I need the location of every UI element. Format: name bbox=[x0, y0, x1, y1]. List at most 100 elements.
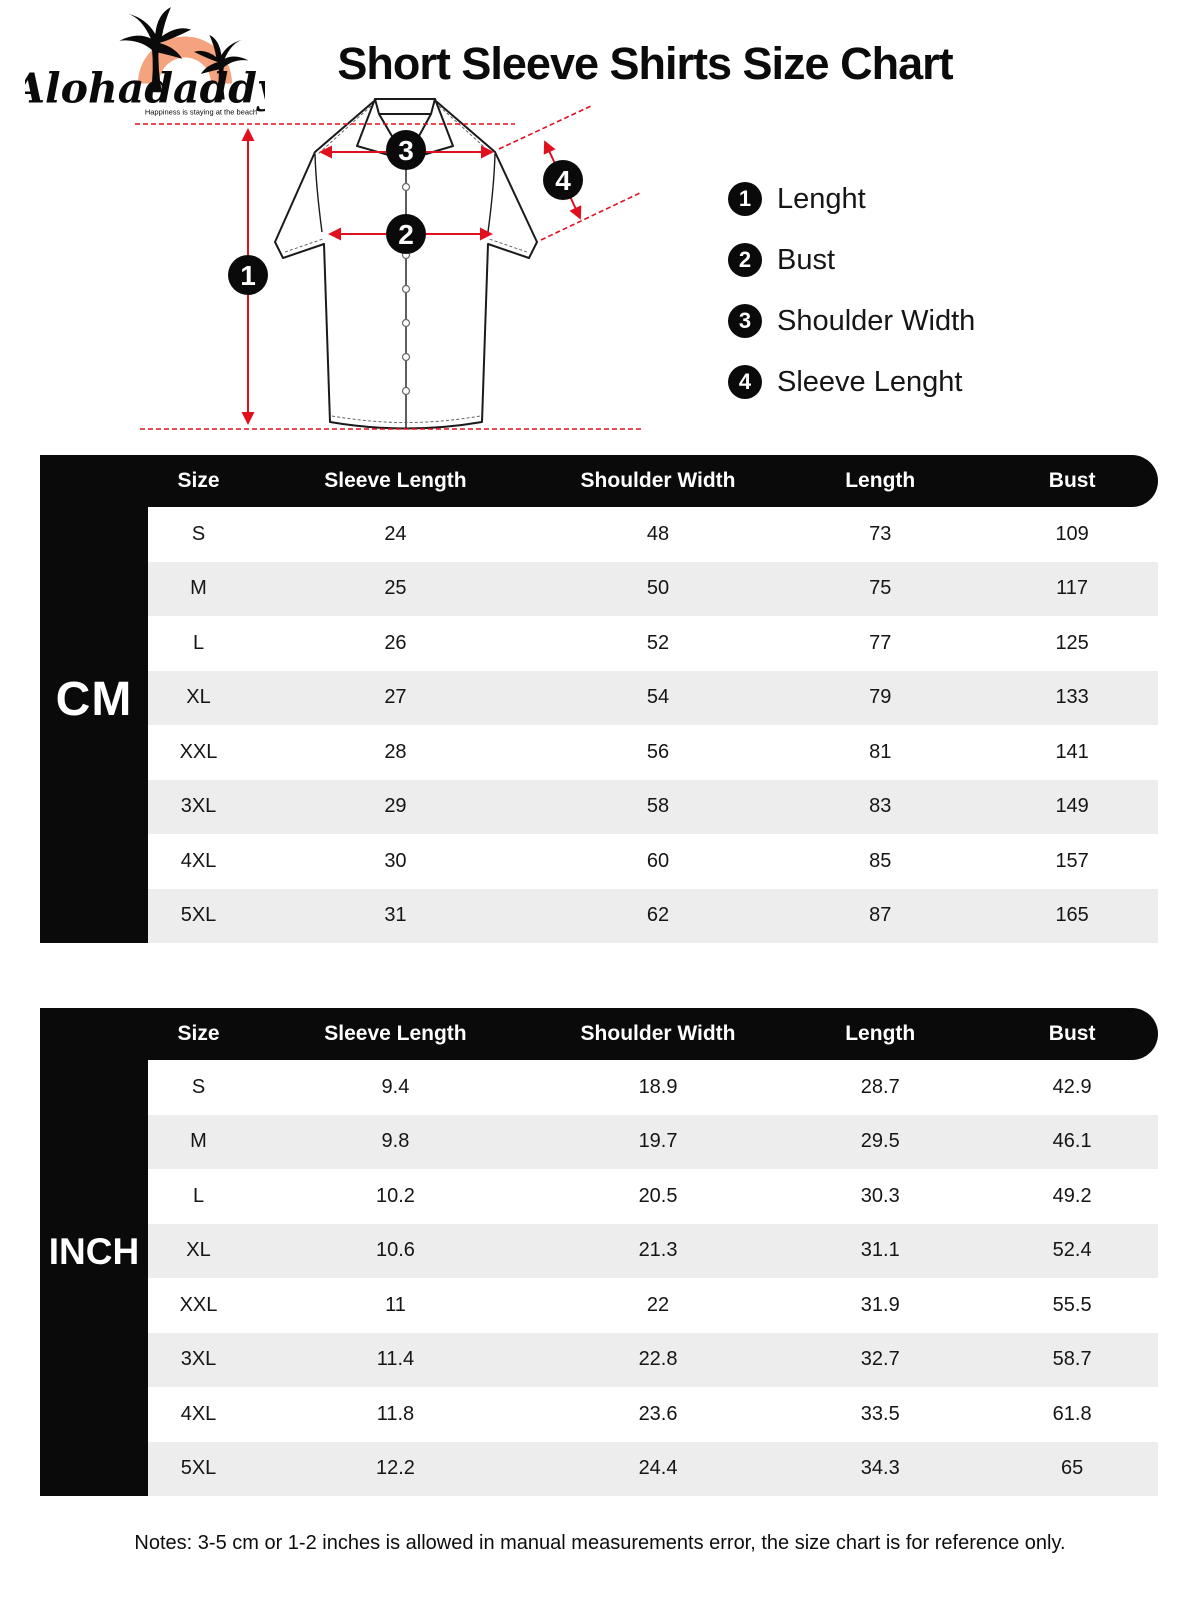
legend-number-icon: 3 bbox=[728, 304, 762, 338]
column-header-sleeve-length: Sleeve Length bbox=[324, 1022, 467, 1045]
column-header-bust: Bust bbox=[1048, 469, 1096, 492]
measurement-markers: 1 2 3 4 bbox=[228, 130, 583, 295]
table-cell: 9.8 bbox=[381, 1130, 410, 1153]
legend-label: Bust bbox=[777, 243, 836, 276]
inch-size-table: INCH Size Sleeve Length Shoulder Width L… bbox=[40, 1008, 1158, 1496]
table-cell: 25 bbox=[384, 577, 407, 600]
table-cell: 117 bbox=[1056, 577, 1089, 600]
cm-unit-label: CM bbox=[40, 455, 148, 943]
table-cell: 34.3 bbox=[860, 1457, 900, 1480]
legend-item-bust: 2 Bust bbox=[728, 243, 975, 277]
table-cell: 31 bbox=[384, 904, 407, 927]
table-cell: 26 bbox=[384, 631, 407, 654]
table-cell: 23.6 bbox=[638, 1402, 678, 1425]
table-cell: 49.2 bbox=[1052, 1184, 1092, 1207]
table-cell: 31.1 bbox=[860, 1239, 900, 1262]
table-cell: 81 bbox=[869, 740, 892, 763]
table-row: 4XL 11.8 23.6 33.5 61.8 bbox=[148, 1387, 1158, 1442]
legend-number-icon: 4 bbox=[728, 365, 762, 399]
table-row: XL 10.6 21.3 31.1 52.4 bbox=[148, 1223, 1158, 1278]
table-cell: 30.3 bbox=[860, 1184, 900, 1207]
table-cell: 52 bbox=[646, 631, 670, 654]
table-cell: 62 bbox=[646, 904, 670, 927]
table-cell: 3XL bbox=[180, 1348, 217, 1371]
marker-4: 4 bbox=[555, 165, 571, 196]
table-row: S 24 48 73 109 bbox=[148, 507, 1158, 562]
inch-unit-label: INCH bbox=[40, 1008, 148, 1496]
notes-text: Notes: 3-5 cm or 1-2 inches is allowed i… bbox=[134, 1532, 1066, 1554]
cm-table-body: S 24 48 73 109 M 25 50 75 117 L 26 52 77 125 XL 27 54 79 13… bbox=[148, 507, 1158, 943]
table-cell: 42.9 bbox=[1052, 1075, 1092, 1098]
table-cell: 141 bbox=[1055, 740, 1089, 763]
palm-tree-icon bbox=[194, 34, 249, 100]
table-cell: 60 bbox=[646, 849, 670, 872]
column-header-size: Size bbox=[177, 469, 220, 492]
palm-tree-icon bbox=[119, 7, 192, 93]
marker-3: 3 bbox=[398, 135, 414, 166]
cm-table-header: Size Sleeve Length Shoulder Width Length… bbox=[148, 455, 1158, 507]
table-cell: 83 bbox=[869, 795, 892, 818]
table-cell: 54 bbox=[646, 686, 670, 709]
table-row: S 9.4 18.9 28.7 42.9 bbox=[148, 1060, 1158, 1115]
table-cell: 11 bbox=[385, 1293, 406, 1316]
table-row: 5XL 31 62 87 165 bbox=[148, 888, 1158, 943]
table-cell: 21.3 bbox=[638, 1239, 678, 1262]
table-row: L 10.2 20.5 30.3 49.2 bbox=[148, 1169, 1158, 1224]
inch-table-header: Size Sleeve Length Shoulder Width Length… bbox=[148, 1008, 1158, 1060]
column-header-length: Length bbox=[845, 1022, 916, 1045]
column-header-sleeve-length: Sleeve Length bbox=[324, 469, 467, 492]
table-cell: 10.6 bbox=[375, 1239, 415, 1262]
table-cell: 11.4 bbox=[376, 1348, 415, 1371]
table-cell: 73 bbox=[869, 522, 892, 545]
table-cell: 52.4 bbox=[1052, 1239, 1092, 1262]
table-cell: XL bbox=[186, 686, 211, 709]
table-row: XXL 28 56 81 141 bbox=[148, 725, 1158, 780]
legend-number-icon: 2 bbox=[728, 243, 762, 277]
table-row: 4XL 30 60 85 157 bbox=[148, 834, 1158, 889]
brand-logo: Alohadaddy Happiness is staying at the b… bbox=[25, 7, 265, 117]
legend-item-sleeve-length: 4 Sleeve Lenght bbox=[728, 365, 975, 399]
brand-tagline: Happiness is staying at the beach bbox=[145, 108, 257, 117]
table-cell: 3XL bbox=[180, 795, 217, 818]
table-cell: 9.4 bbox=[381, 1075, 410, 1098]
table-row: 3XL 29 58 83 149 bbox=[148, 779, 1158, 834]
table-row: L 26 52 77 125 bbox=[148, 616, 1158, 671]
table-cell: 85 bbox=[869, 849, 892, 872]
table-cell: 19.7 bbox=[638, 1130, 678, 1153]
table-cell: 58 bbox=[646, 795, 670, 818]
table-cell: 28.7 bbox=[860, 1075, 900, 1098]
table-cell: 18.9 bbox=[638, 1075, 678, 1098]
table-cell: 24.4 bbox=[638, 1457, 678, 1480]
table-row: XL 27 54 79 133 bbox=[148, 670, 1158, 725]
table-cell: 31.9 bbox=[860, 1293, 900, 1316]
table-cell: 65 bbox=[1061, 1457, 1084, 1480]
table-cell: 10.2 bbox=[375, 1184, 415, 1207]
table-cell: 133 bbox=[1055, 686, 1089, 709]
table-cell: XXL bbox=[179, 1293, 218, 1316]
table-cell: 75 bbox=[869, 577, 892, 600]
table-cell: 61.8 bbox=[1052, 1402, 1092, 1425]
table-cell: M bbox=[190, 577, 207, 600]
table-cell: 4XL bbox=[180, 1402, 217, 1425]
table-cell: 29.5 bbox=[860, 1130, 900, 1153]
table-cell: 79 bbox=[869, 686, 892, 709]
table-cell: 125 bbox=[1055, 631, 1089, 654]
table-cell: 22 bbox=[646, 1293, 670, 1316]
table-cell: 157 bbox=[1055, 849, 1089, 872]
table-cell: 55.5 bbox=[1052, 1293, 1092, 1316]
table-cell: 109 bbox=[1055, 522, 1089, 545]
table-cell: 11.8 bbox=[376, 1402, 415, 1425]
legend-label: Lenght bbox=[777, 182, 866, 215]
column-header-bust: Bust bbox=[1048, 1022, 1096, 1045]
table-cell: S bbox=[191, 522, 206, 545]
table-cell: 77 bbox=[869, 631, 892, 654]
table-cell: 149 bbox=[1055, 795, 1089, 818]
column-header-size: Size bbox=[177, 1022, 220, 1045]
table-cell: 28 bbox=[384, 740, 407, 763]
table-cell: L bbox=[192, 631, 205, 654]
table-row: 3XL 11.4 22.8 32.7 58.7 bbox=[148, 1332, 1158, 1387]
table-row: 5XL 12.2 24.4 34.3 65 bbox=[148, 1441, 1158, 1496]
table-cell: 20.5 bbox=[638, 1184, 678, 1207]
column-header-shoulder-width: Shoulder Width bbox=[580, 469, 736, 492]
brand-wordmark: Alohadaddy bbox=[25, 65, 265, 113]
